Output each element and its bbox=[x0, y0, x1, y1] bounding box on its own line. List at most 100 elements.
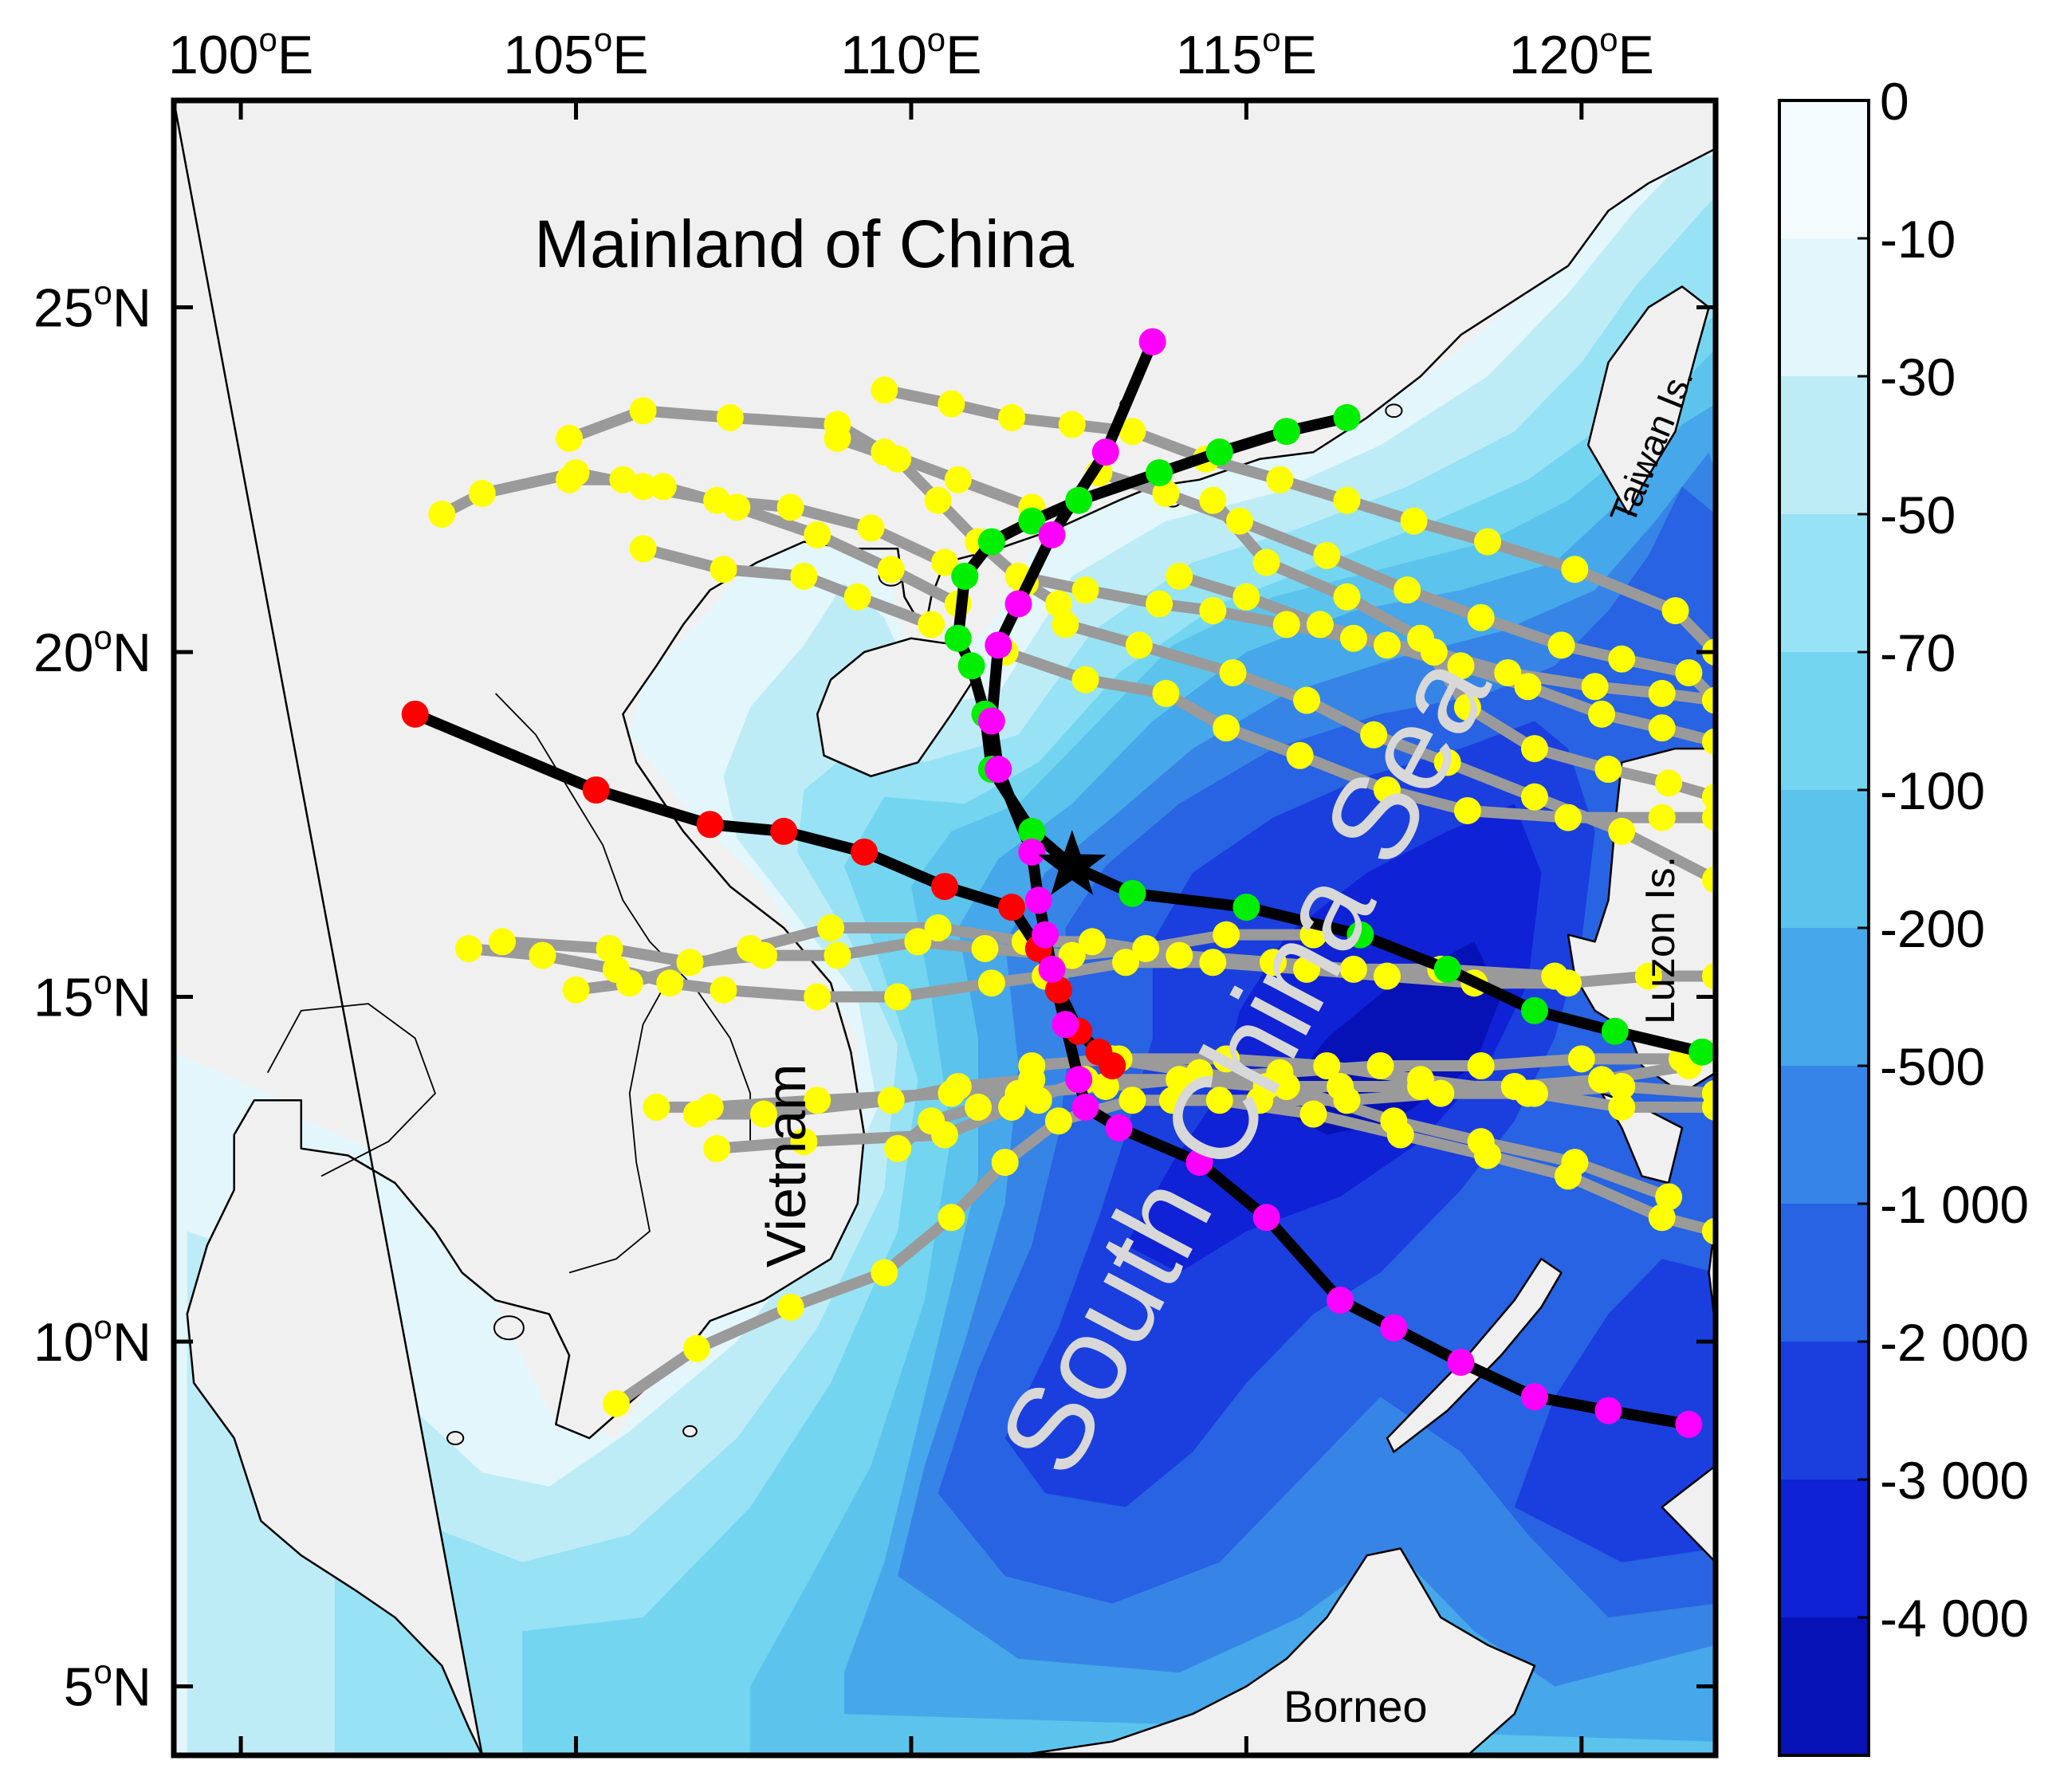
track-point-yellow bbox=[1333, 1087, 1361, 1114]
track-point-yellow bbox=[1494, 658, 1522, 686]
track-point-yellow bbox=[1407, 624, 1435, 652]
track-point-yellow bbox=[1166, 941, 1193, 969]
track-point-yellow bbox=[1608, 1093, 1636, 1121]
track-point-yellow bbox=[615, 969, 643, 997]
track-point-yellow bbox=[1366, 1052, 1394, 1079]
track-point-yellow bbox=[1386, 1121, 1414, 1149]
colorbar-swatch bbox=[1779, 1617, 1869, 1756]
track-point-yellow bbox=[1260, 949, 1287, 977]
track-point-yellow bbox=[1514, 1079, 1542, 1107]
track-point-yellow bbox=[1266, 466, 1294, 493]
background-tracks bbox=[428, 376, 1716, 1417]
colorbar-swatch bbox=[1779, 790, 1869, 929]
axis-ticks: 100oE 105oE 110oE 115oE 120oE 25oN 20oN 15oN 10o… bbox=[33, 21, 1716, 1755]
track-point-yellow bbox=[1373, 631, 1401, 659]
track-point-yellow bbox=[998, 403, 1026, 431]
track-point-yellow bbox=[1608, 817, 1636, 845]
track-point-yellow bbox=[1213, 1045, 1240, 1073]
track-point-yellow bbox=[1166, 562, 1193, 590]
track-point-yellow bbox=[877, 1087, 905, 1114]
colorbar-swatch bbox=[1779, 1204, 1869, 1342]
label-vietnam: Vietnam bbox=[755, 1063, 817, 1267]
track-point-green bbox=[1205, 438, 1233, 466]
track-point-yellow bbox=[1541, 962, 1569, 990]
track-point-yellow bbox=[1520, 783, 1548, 811]
border-line bbox=[266, 1003, 436, 1177]
x-tick-label: 115oE bbox=[1176, 21, 1317, 85]
track-point-magenta bbox=[1675, 1410, 1703, 1438]
track-point-red bbox=[582, 776, 610, 804]
track-point-yellow bbox=[1608, 1072, 1636, 1100]
colorbar-label: -10 bbox=[1880, 210, 1956, 269]
land-borneo bbox=[1017, 1547, 1536, 1755]
track-point-yellow bbox=[1078, 928, 1106, 956]
colorbar-label: -50 bbox=[1880, 485, 1956, 544]
track-point-yellow bbox=[871, 376, 898, 404]
track-point-yellow bbox=[1024, 1087, 1052, 1114]
track-point-yellow bbox=[1453, 694, 1481, 721]
track-point-yellow bbox=[723, 493, 751, 521]
track-point-yellow bbox=[1514, 673, 1542, 701]
track-point-yellow bbox=[843, 583, 871, 611]
track-point-yellow bbox=[737, 934, 765, 962]
track-point-yellow bbox=[643, 1093, 670, 1121]
track-point-yellow bbox=[1474, 1142, 1502, 1169]
track-point-yellow bbox=[1199, 597, 1227, 625]
track-point-magenta bbox=[985, 631, 1012, 659]
track-point-yellow bbox=[454, 934, 482, 962]
track-point-yellow bbox=[1394, 576, 1421, 604]
track-point-yellow bbox=[710, 976, 737, 1004]
y-tick-label: 25oN bbox=[33, 274, 151, 339]
track-point-yellow bbox=[489, 928, 517, 956]
track-point-yellow bbox=[649, 473, 677, 501]
track-point-yellow bbox=[1702, 728, 1716, 756]
track-point-yellow bbox=[824, 424, 851, 452]
track-point-magenta bbox=[1038, 955, 1066, 983]
island-outline bbox=[682, 1425, 698, 1438]
colorbar-swatch bbox=[1779, 238, 1869, 377]
track-point-yellow bbox=[1547, 631, 1575, 659]
track-point-yellow bbox=[1313, 1052, 1341, 1079]
station-star-icon bbox=[1038, 830, 1107, 895]
colorbar-label: -500 bbox=[1880, 1037, 1985, 1096]
track-point-green bbox=[1601, 1017, 1629, 1045]
track-point-green bbox=[1118, 879, 1146, 907]
track-point-magenta bbox=[1138, 328, 1166, 356]
track-point-yellow bbox=[1702, 866, 1716, 894]
track-point-yellow bbox=[1447, 652, 1475, 680]
track-point-yellow bbox=[602, 1389, 630, 1417]
colorbar-label: -200 bbox=[1880, 899, 1985, 958]
track-point-yellow bbox=[998, 1093, 1026, 1121]
track-point-yellow bbox=[1146, 590, 1173, 618]
colorbar-label: -1 000 bbox=[1880, 1175, 2029, 1234]
track-point-yellow bbox=[1293, 955, 1321, 983]
track-point-yellow bbox=[965, 1093, 993, 1121]
track-point-yellow bbox=[1152, 480, 1180, 508]
track-point-yellow bbox=[1272, 611, 1300, 639]
track-point-yellow bbox=[1044, 590, 1072, 618]
track-point-magenta bbox=[1018, 838, 1046, 866]
plot-frame bbox=[171, 97, 1719, 1759]
track-point-red bbox=[998, 894, 1026, 922]
track-point-yellow bbox=[1702, 783, 1716, 811]
track-point-magenta bbox=[1185, 1149, 1213, 1177]
track-point-yellow bbox=[1581, 673, 1609, 701]
track-point-yellow bbox=[710, 556, 737, 584]
y-tick-label: 15oN bbox=[33, 964, 151, 1028]
coastline bbox=[174, 100, 1716, 1755]
track-point-yellow bbox=[703, 1134, 731, 1162]
background-track-line bbox=[570, 922, 1561, 996]
colorbar-label: -100 bbox=[1880, 761, 1985, 820]
track-point-yellow bbox=[1044, 1107, 1072, 1135]
track-point-yellow bbox=[676, 949, 704, 977]
track-point-yellow bbox=[1118, 418, 1146, 446]
track-point-red bbox=[851, 838, 879, 866]
track-point-yellow bbox=[596, 934, 623, 962]
x-tick-label: 105oE bbox=[503, 21, 648, 85]
colorbar: 0 -10 -30 -50 -70 -100 -200 -500 -1 000 -2 000 -3 … bbox=[1778, 72, 2029, 1757]
land-mindanao bbox=[1661, 1464, 1716, 1564]
track-point-yellow bbox=[1339, 955, 1367, 983]
track-point-green bbox=[1065, 486, 1093, 514]
track-point-yellow bbox=[918, 611, 945, 639]
